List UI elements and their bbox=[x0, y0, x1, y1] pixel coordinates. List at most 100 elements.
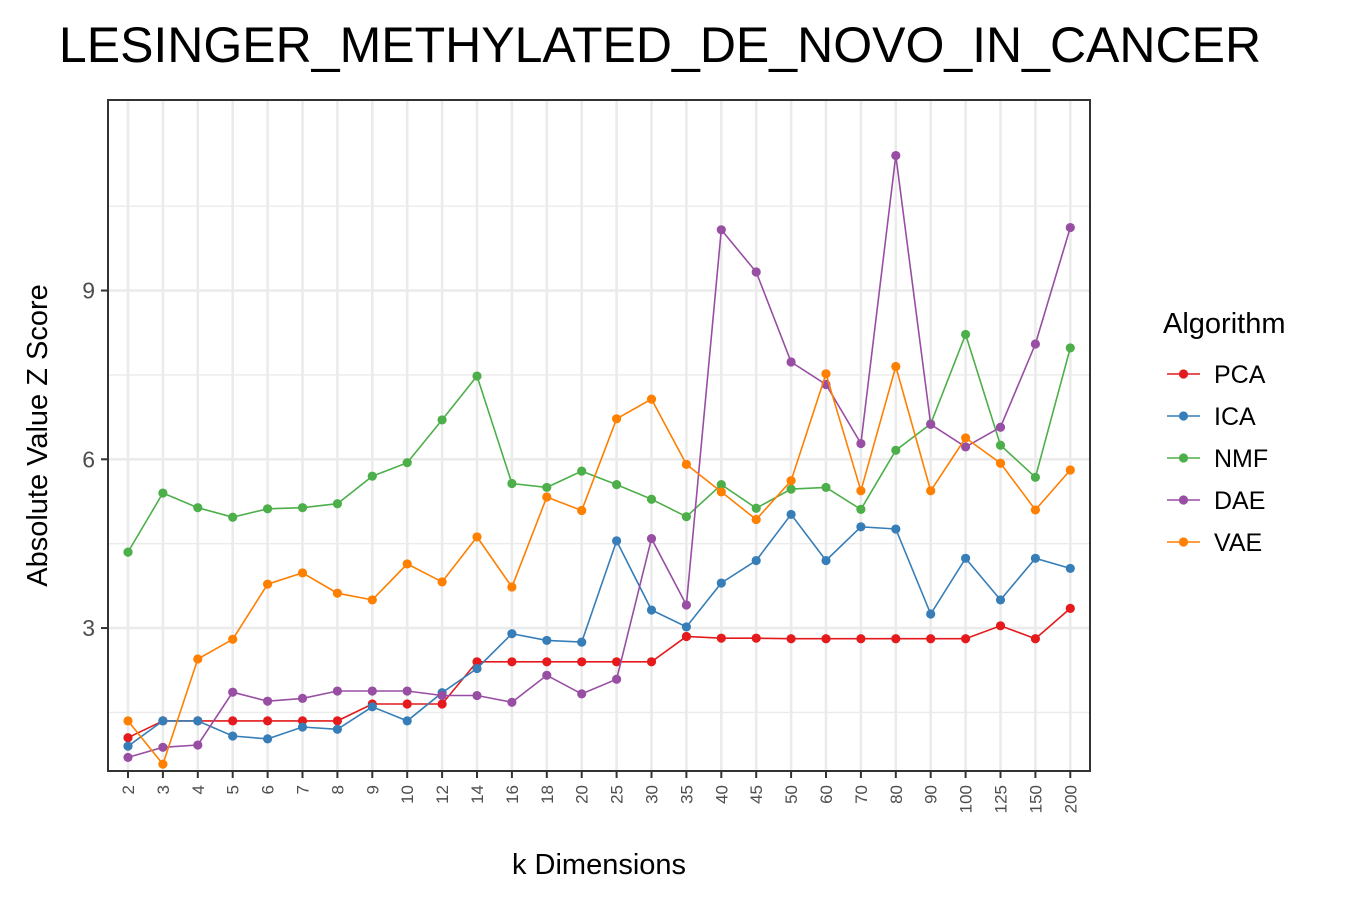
data-point-dae bbox=[158, 742, 168, 752]
x-tick-label: 12 bbox=[433, 785, 452, 804]
data-point-nmf bbox=[891, 445, 901, 455]
data-point-dae bbox=[1065, 222, 1075, 233]
data-point-vae bbox=[612, 414, 622, 424]
data-point-ica bbox=[297, 722, 308, 732]
data-point-dae bbox=[961, 442, 971, 452]
data-point-ica bbox=[891, 524, 901, 534]
data-point-ica bbox=[786, 509, 796, 520]
data-point-pca bbox=[891, 634, 901, 644]
data-point-nmf bbox=[402, 458, 412, 468]
x-tick-label: 10 bbox=[398, 785, 417, 804]
data-point-ica bbox=[716, 578, 726, 588]
x-tick-label: 90 bbox=[922, 785, 941, 804]
data-point-ica bbox=[367, 702, 377, 712]
data-point-ica bbox=[193, 716, 203, 726]
data-point-pca bbox=[472, 657, 482, 667]
data-point-dae bbox=[786, 357, 796, 367]
legend-key-point bbox=[1178, 453, 1189, 463]
legend-item-pca: PCA bbox=[1167, 361, 1266, 389]
data-point-ica bbox=[1065, 563, 1075, 574]
data-point-vae bbox=[228, 634, 238, 644]
data-point-dae bbox=[507, 697, 517, 707]
x-tick-label: 40 bbox=[712, 785, 731, 804]
series-layer bbox=[123, 150, 1075, 769]
x-tick-label: 2 bbox=[119, 785, 138, 794]
x-tick-label: 4 bbox=[189, 785, 208, 794]
data-point-ica bbox=[577, 637, 587, 647]
x-tick-label: 45 bbox=[747, 785, 766, 804]
legend-label: ICA bbox=[1214, 403, 1256, 431]
y-axis-label: Absolute Value Z Score bbox=[22, 284, 54, 587]
data-point-nmf bbox=[437, 415, 447, 425]
data-point-ica bbox=[856, 522, 866, 532]
data-point-nmf bbox=[228, 512, 238, 522]
data-point-pca bbox=[123, 733, 133, 743]
x-tick-label: 80 bbox=[887, 785, 906, 804]
data-point-pca bbox=[612, 657, 622, 667]
data-point-ica bbox=[123, 741, 133, 751]
data-point-pca bbox=[577, 657, 587, 667]
data-point-pca bbox=[507, 657, 517, 667]
data-point-vae bbox=[786, 476, 796, 486]
data-point-ica bbox=[926, 609, 936, 619]
x-tick-label: 3 bbox=[154, 785, 173, 794]
data-point-ica bbox=[158, 716, 168, 726]
data-point-pca bbox=[926, 634, 936, 644]
legend-item-vae: VAE bbox=[1167, 529, 1262, 557]
data-point-nmf bbox=[786, 484, 796, 494]
data-point-pca bbox=[542, 657, 552, 667]
legend-label: PCA bbox=[1214, 361, 1266, 389]
series-nmf bbox=[123, 329, 1075, 557]
data-point-dae bbox=[123, 752, 133, 763]
x-tick-label: 70 bbox=[852, 785, 871, 804]
data-point-vae bbox=[716, 487, 726, 497]
data-point-dae bbox=[716, 225, 726, 235]
data-point-ica bbox=[472, 663, 482, 674]
data-point-dae bbox=[228, 687, 238, 697]
data-point-vae bbox=[297, 568, 308, 578]
data-point-ica bbox=[507, 629, 517, 639]
data-point-dae bbox=[995, 422, 1006, 432]
y-tick-label: 6 bbox=[82, 446, 95, 472]
x-tick-label: 125 bbox=[992, 785, 1011, 813]
data-point-nmf bbox=[297, 503, 308, 513]
data-point-vae bbox=[367, 595, 377, 605]
data-point-ica bbox=[995, 595, 1006, 605]
data-point-ica bbox=[332, 724, 342, 734]
data-point-ica bbox=[646, 605, 657, 615]
data-point-ica bbox=[228, 731, 238, 741]
x-tick-label: 60 bbox=[817, 785, 836, 804]
x-axis-label: k Dimensions bbox=[512, 849, 686, 881]
data-point-dae bbox=[751, 267, 761, 277]
chart-title: LESINGER_METHYLATED_DE_NOVO_IN_CANCER bbox=[59, 17, 1261, 73]
data-point-pca bbox=[821, 634, 831, 644]
x-tick-label: 8 bbox=[328, 785, 347, 794]
data-point-ica bbox=[681, 622, 692, 632]
data-point-nmf bbox=[1030, 472, 1040, 482]
legend: Algorithm PCA ICA NMF DAE VAE bbox=[1163, 308, 1286, 557]
x-tick-label: 25 bbox=[608, 785, 627, 804]
data-point-dae bbox=[577, 689, 587, 699]
series-line-dae bbox=[127, 155, 1072, 759]
data-point-vae bbox=[1065, 465, 1075, 475]
data-point-nmf bbox=[716, 480, 726, 490]
data-point-dae bbox=[681, 600, 692, 610]
legend-label: VAE bbox=[1214, 529, 1262, 557]
x-tick-label: 30 bbox=[643, 785, 662, 804]
data-point-nmf bbox=[123, 547, 133, 557]
data-point-ica bbox=[402, 716, 412, 726]
data-point-pca bbox=[716, 633, 726, 643]
data-point-dae bbox=[1030, 339, 1040, 349]
data-point-pca bbox=[228, 716, 238, 726]
data-point-nmf bbox=[577, 466, 587, 476]
data-point-dae bbox=[646, 534, 657, 544]
data-point-dae bbox=[926, 419, 936, 430]
data-point-ica bbox=[961, 553, 971, 563]
x-tick-label: 7 bbox=[294, 785, 313, 794]
legend-key-point bbox=[1178, 495, 1189, 505]
data-point-pca bbox=[681, 631, 692, 642]
data-point-nmf bbox=[367, 471, 377, 481]
plot-grid bbox=[108, 100, 1090, 771]
data-point-dae bbox=[367, 686, 377, 696]
